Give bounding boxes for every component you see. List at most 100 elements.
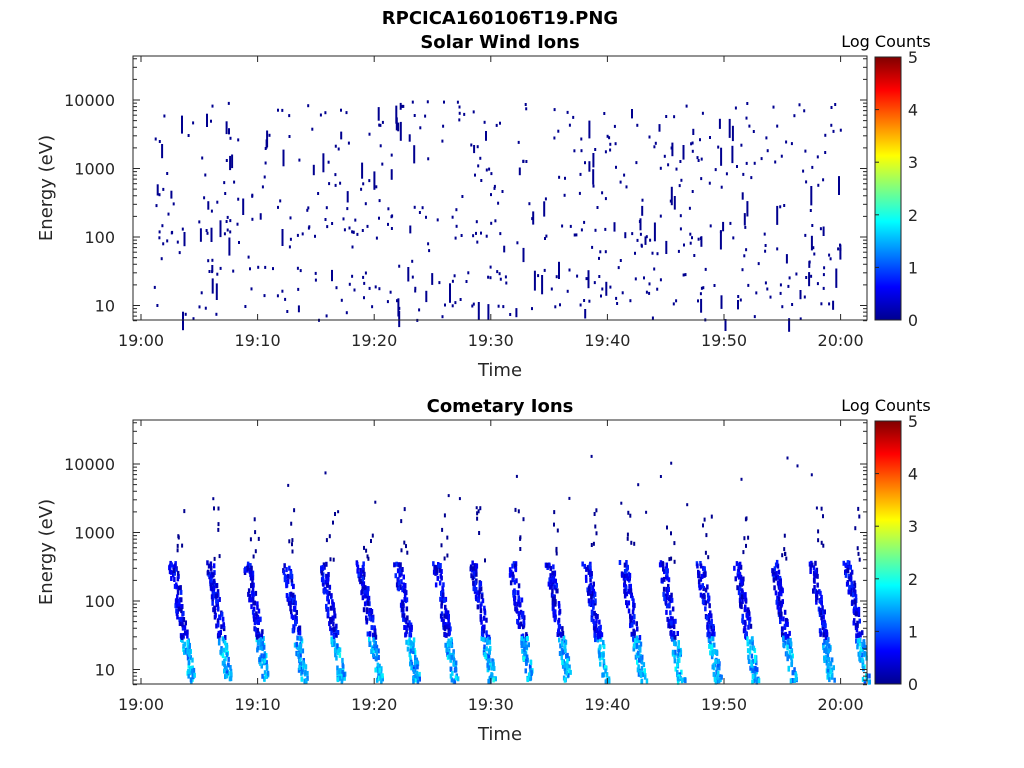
spectrogram-cell — [662, 586, 666, 592]
spectrogram-cell — [290, 573, 294, 579]
spectrogram-cell — [648, 282, 651, 286]
spectrogram-cell — [771, 568, 774, 574]
spectrogram-cell — [583, 220, 586, 224]
spectrogram-cell — [643, 668, 646, 674]
spectrogram-cell — [643, 674, 647, 680]
spectrogram-cell — [442, 618, 445, 624]
spectrogram-cell — [563, 193, 566, 197]
spectrogram-cell — [363, 281, 366, 285]
spectrogram-cell — [838, 176, 840, 195]
spectrogram-cell — [849, 588, 853, 594]
spectrogram-cell — [403, 588, 406, 594]
spectrogram-cell — [300, 676, 304, 682]
spectrogram-cell — [317, 192, 320, 195]
spectrogram-cell — [740, 594, 744, 600]
spectrogram-cell — [553, 584, 556, 590]
spectrogram-cell — [711, 627, 714, 633]
spectrogram-cell — [779, 283, 782, 287]
spectrogram-cell — [210, 209, 213, 213]
spectrogram-cell — [774, 160, 777, 164]
spectrogram-cell — [648, 135, 651, 139]
spectrogram-cell — [395, 105, 398, 124]
spectrogram-cell — [327, 160, 330, 164]
spectrogram-cell — [552, 575, 556, 581]
spectrogram-cell — [548, 584, 552, 590]
spectrogram-cell — [619, 259, 622, 262]
spectrogram-cell — [339, 181, 342, 185]
spectrogram-cell — [598, 645, 601, 651]
spectrogram-cell — [378, 123, 381, 127]
spectrogram-cell — [475, 563, 478, 569]
spectrogram-cell — [673, 641, 676, 646]
spectrogram-cell — [405, 590, 408, 596]
spectrogram-cell — [697, 159, 700, 162]
spectrogram-cell — [633, 602, 636, 608]
spectrogram-cell — [598, 652, 601, 658]
spectrogram-cell — [710, 654, 714, 660]
spectrogram-cell — [700, 177, 703, 181]
spectrogram-cell — [525, 632, 528, 638]
spectrogram-cell — [449, 667, 453, 672]
spectrogram-cell — [482, 628, 486, 634]
spectrogram-cell — [680, 678, 684, 684]
spectrogram-cell — [470, 143, 473, 147]
spectrogram-cell — [338, 652, 342, 658]
spectrogram-cell — [604, 227, 607, 231]
spectrogram-cell — [368, 637, 371, 642]
spectrogram-cell — [552, 564, 555, 570]
spectrogram-cell — [764, 281, 767, 285]
spectrogram-cell — [361, 564, 365, 570]
spectrogram-cell — [204, 173, 207, 177]
spectrogram-cell — [440, 591, 443, 596]
spectrogram-cell — [832, 665, 835, 671]
spectrogram-cell — [605, 678, 608, 684]
spectrogram-cell — [307, 206, 310, 210]
spectrogram-cell — [830, 657, 834, 663]
spectrogram-cell — [566, 652, 569, 658]
spectrogram-cell — [710, 644, 714, 650]
spectrogram-cell — [379, 123, 382, 127]
spectrogram-cell — [374, 634, 378, 640]
spectrogram-cell — [224, 643, 228, 649]
spectrogram-cell — [227, 662, 230, 668]
spectrogram-cell — [514, 563, 517, 569]
spectrogram-cell — [737, 295, 740, 298]
spectrogram-cell — [172, 568, 176, 573]
spectrogram-cell — [855, 627, 859, 633]
spectrogram-cell — [541, 275, 544, 295]
spectrogram-cell — [667, 577, 671, 583]
spectrogram-cell — [213, 605, 216, 611]
spectrogram-cell — [826, 672, 830, 678]
spectrogram-cell — [307, 104, 310, 108]
spectrogram-cell — [312, 164, 315, 176]
spectrogram-cell — [627, 571, 630, 577]
spectrogram-cell — [299, 643, 303, 649]
spectrogram-cell — [557, 628, 560, 634]
spectrogram-cell — [784, 617, 788, 623]
spectrogram-cell — [816, 573, 819, 579]
spectrogram-cell — [643, 276, 645, 280]
spectrogram-cell — [450, 637, 453, 643]
spectrogram-cell — [497, 201, 500, 205]
spectrogram-cell — [445, 647, 449, 653]
spectrogram-cell — [488, 639, 492, 645]
spectrogram-cell — [777, 596, 781, 602]
spectrogram-cell — [359, 568, 362, 573]
spectrogram-cell — [561, 649, 565, 655]
spectrogram-cell — [370, 539, 372, 543]
spectrogram-cell — [215, 623, 218, 629]
spectrogram-cell — [649, 238, 652, 242]
spectrogram-cell — [616, 302, 619, 305]
spectrogram-cell — [213, 578, 216, 584]
spectrogram-cell — [289, 591, 293, 597]
spectrogram-cell — [363, 601, 367, 607]
spectrogram-cell — [623, 573, 627, 579]
spectrogram-cell — [704, 606, 707, 612]
spectrogram-cell — [522, 159, 525, 163]
spectrogram-cell — [854, 599, 857, 605]
spectrogram-cell — [410, 665, 413, 671]
spectrogram-cell — [781, 305, 784, 309]
spectrogram-cell — [517, 509, 520, 514]
spectrogram-cell — [231, 154, 234, 169]
